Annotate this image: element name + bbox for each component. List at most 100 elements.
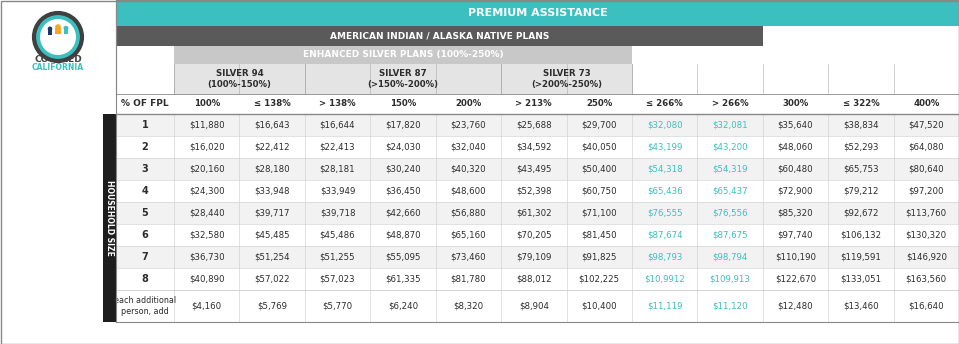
- Text: $61,335: $61,335: [386, 275, 421, 283]
- Text: % OF FPL: % OF FPL: [121, 99, 169, 108]
- Text: $11,120: $11,120: [713, 301, 748, 311]
- Text: $72,900: $72,900: [778, 186, 813, 195]
- Text: $33,949: $33,949: [320, 186, 355, 195]
- Text: $35,640: $35,640: [778, 120, 813, 129]
- Text: $52,293: $52,293: [843, 142, 878, 151]
- Text: 300%: 300%: [783, 99, 808, 108]
- Text: $65,436: $65,436: [646, 186, 683, 195]
- Text: 6: 6: [142, 230, 149, 240]
- Text: ≤ 322%: ≤ 322%: [843, 99, 879, 108]
- Text: $61,302: $61,302: [516, 208, 551, 217]
- Text: COVERED: COVERED: [35, 54, 82, 64]
- Text: $39,717: $39,717: [254, 208, 290, 217]
- Text: $65,753: $65,753: [843, 164, 878, 173]
- Text: $79,109: $79,109: [516, 252, 551, 261]
- Text: $6,240: $6,240: [387, 301, 418, 311]
- Text: > 266%: > 266%: [712, 99, 748, 108]
- Text: $57,022: $57,022: [254, 275, 290, 283]
- Text: $97,740: $97,740: [778, 230, 813, 239]
- Bar: [116, 224, 959, 246]
- Text: $32,081: $32,081: [713, 120, 748, 129]
- Text: $106,132: $106,132: [840, 230, 881, 239]
- Text: $5,770: $5,770: [322, 301, 353, 311]
- Text: $42,660: $42,660: [386, 208, 421, 217]
- Text: $8,904: $8,904: [519, 301, 549, 311]
- Bar: [116, 268, 959, 290]
- Bar: [116, 158, 959, 180]
- Text: $34,592: $34,592: [516, 142, 551, 151]
- Text: $60,750: $60,750: [581, 186, 617, 195]
- Text: HOUSEHOLD SIZE: HOUSEHOLD SIZE: [105, 180, 114, 256]
- Text: $28,180: $28,180: [254, 164, 290, 173]
- Text: $110,190: $110,190: [775, 252, 816, 261]
- Bar: [116, 202, 959, 224]
- Text: $81,780: $81,780: [451, 275, 486, 283]
- Text: $24,030: $24,030: [386, 142, 421, 151]
- Bar: [63, 29, 68, 34]
- Text: $8,320: $8,320: [454, 301, 483, 311]
- Text: $39,718: $39,718: [319, 208, 355, 217]
- Bar: [56, 28, 60, 34]
- Text: $11,880: $11,880: [189, 120, 224, 129]
- Circle shape: [63, 26, 68, 31]
- Text: $146,920: $146,920: [906, 252, 947, 261]
- Text: $40,320: $40,320: [451, 164, 486, 173]
- Text: $76,555: $76,555: [646, 208, 683, 217]
- Text: $54,318: $54,318: [646, 164, 683, 173]
- Text: $87,675: $87,675: [713, 230, 748, 239]
- Text: 400%: 400%: [913, 99, 940, 108]
- Text: 1: 1: [142, 120, 149, 130]
- Text: $10,400: $10,400: [581, 301, 617, 311]
- Text: 7: 7: [142, 252, 149, 262]
- Text: $54,319: $54,319: [713, 164, 748, 173]
- Text: 3: 3: [142, 164, 149, 174]
- Text: $76,556: $76,556: [713, 208, 748, 217]
- Text: $25,688: $25,688: [516, 120, 551, 129]
- Text: $43,495: $43,495: [516, 164, 551, 173]
- Text: $17,820: $17,820: [386, 120, 421, 129]
- Bar: [48, 30, 52, 34]
- Text: $73,460: $73,460: [451, 252, 486, 261]
- Text: 200%: 200%: [456, 99, 481, 108]
- Text: $130,320: $130,320: [905, 230, 947, 239]
- Text: $32,080: $32,080: [646, 120, 683, 129]
- Text: $40,890: $40,890: [189, 275, 224, 283]
- Text: $113,760: $113,760: [905, 208, 947, 217]
- Text: > 213%: > 213%: [516, 99, 552, 108]
- Bar: [116, 290, 959, 322]
- Text: $50,400: $50,400: [581, 164, 617, 173]
- Text: $65,437: $65,437: [713, 186, 748, 195]
- Text: $32,580: $32,580: [189, 230, 224, 239]
- Text: $28,440: $28,440: [189, 208, 224, 217]
- Text: $60,480: $60,480: [778, 164, 813, 173]
- Text: $48,600: $48,600: [451, 186, 486, 195]
- Text: $55,095: $55,095: [386, 252, 421, 261]
- Text: $29,700: $29,700: [581, 120, 617, 129]
- Text: SILVER 87
(>150%-200%): SILVER 87 (>150%-200%): [367, 69, 438, 89]
- Text: $109,913: $109,913: [710, 275, 751, 283]
- Text: $51,254: $51,254: [254, 252, 290, 261]
- Bar: [103, 114, 116, 322]
- Text: $16,644: $16,644: [319, 120, 356, 129]
- Bar: [116, 136, 959, 158]
- Text: $48,060: $48,060: [778, 142, 813, 151]
- Text: $133,051: $133,051: [840, 275, 881, 283]
- Text: ENHANCED SILVER PLANS (100%-250%): ENHANCED SILVER PLANS (100%-250%): [303, 51, 503, 60]
- Text: $24,300: $24,300: [189, 186, 224, 195]
- Text: $56,880: $56,880: [451, 208, 486, 217]
- Text: $16,020: $16,020: [189, 142, 224, 151]
- Text: $32,040: $32,040: [451, 142, 486, 151]
- Text: $36,730: $36,730: [189, 252, 224, 261]
- Text: $4,160: $4,160: [192, 301, 222, 311]
- Text: $52,398: $52,398: [516, 186, 551, 195]
- Text: $85,320: $85,320: [778, 208, 813, 217]
- Bar: [174, 46, 632, 64]
- Text: $88,012: $88,012: [516, 275, 551, 283]
- Text: $70,205: $70,205: [516, 230, 551, 239]
- Text: $51,255: $51,255: [319, 252, 356, 261]
- Text: $47,520: $47,520: [908, 120, 944, 129]
- Text: $22,412: $22,412: [254, 142, 290, 151]
- Circle shape: [48, 26, 53, 31]
- Text: PREMIUM ASSISTANCE: PREMIUM ASSISTANCE: [468, 8, 607, 18]
- Text: ≤ 138%: ≤ 138%: [254, 99, 291, 108]
